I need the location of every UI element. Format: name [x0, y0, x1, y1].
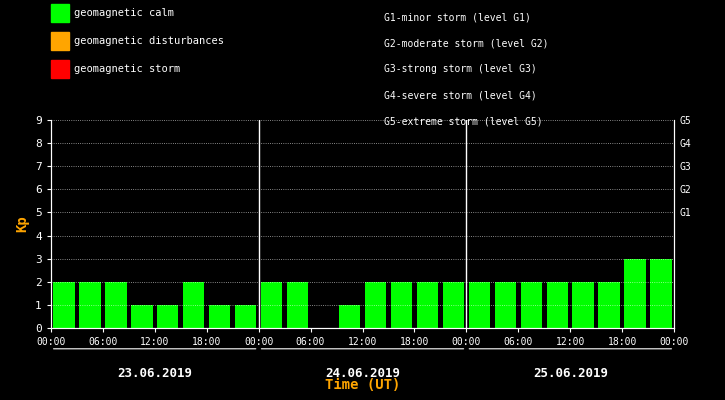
Bar [130, 305, 152, 328]
Text: G1-minor storm (level G1): G1-minor storm (level G1) [384, 12, 531, 22]
Bar [442, 282, 464, 328]
Bar [261, 282, 283, 328]
Bar [624, 259, 646, 328]
Bar [157, 305, 178, 328]
Text: 25.06.2019: 25.06.2019 [533, 367, 608, 380]
Bar [53, 282, 75, 328]
Text: G3-strong storm (level G3): G3-strong storm (level G3) [384, 64, 537, 74]
Bar [286, 282, 308, 328]
Bar [235, 305, 257, 328]
Text: 24.06.2019: 24.06.2019 [325, 367, 400, 380]
Text: 23.06.2019: 23.06.2019 [117, 367, 192, 380]
Text: geomagnetic storm: geomagnetic storm [74, 64, 181, 74]
Text: G5-extreme storm (level G5): G5-extreme storm (level G5) [384, 116, 543, 126]
Bar [105, 282, 127, 328]
Text: Time (UT): Time (UT) [325, 378, 400, 392]
Bar [339, 305, 360, 328]
Bar [573, 282, 594, 328]
Bar [209, 305, 231, 328]
Y-axis label: Kp: Kp [15, 216, 30, 232]
Bar [468, 282, 490, 328]
Bar [521, 282, 542, 328]
Bar [365, 282, 386, 328]
Bar [183, 282, 204, 328]
Bar [391, 282, 413, 328]
Bar [417, 282, 439, 328]
Text: G4-severe storm (level G4): G4-severe storm (level G4) [384, 90, 537, 100]
Text: geomagnetic calm: geomagnetic calm [74, 8, 174, 18]
Bar [79, 282, 101, 328]
Bar [494, 282, 516, 328]
Text: geomagnetic disturbances: geomagnetic disturbances [74, 36, 224, 46]
Bar [650, 259, 672, 328]
Bar [547, 282, 568, 328]
Text: G2-moderate storm (level G2): G2-moderate storm (level G2) [384, 38, 549, 48]
Bar [598, 282, 620, 328]
